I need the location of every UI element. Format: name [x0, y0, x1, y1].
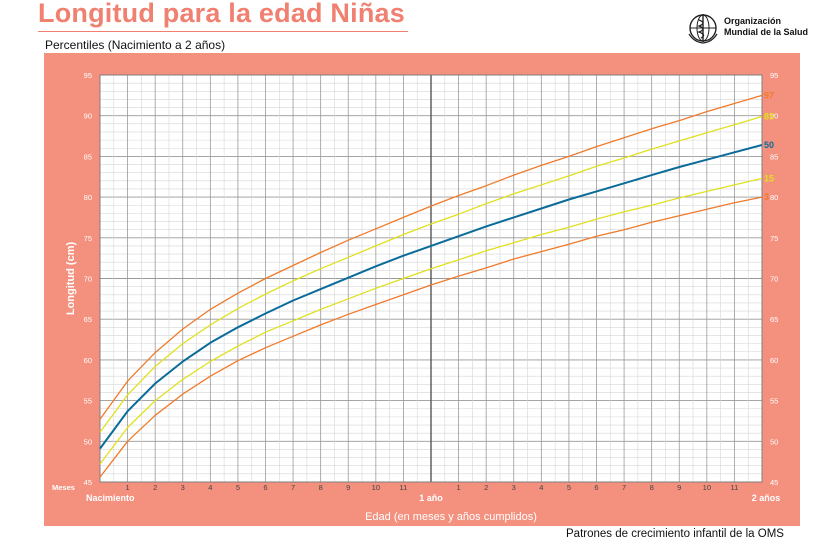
percentile-label-p15: 15	[764, 173, 774, 183]
y-tick-label-left: 45	[84, 478, 92, 487]
x-tick-label: 8	[650, 483, 654, 492]
percentile-line-p50	[99, 144, 763, 450]
x-axis-title: Edad (en meses y años cumplidos)	[365, 511, 537, 523]
percentile-line-p3	[99, 196, 763, 478]
x-tick-label: 5	[236, 483, 240, 492]
percentile-label-p97: 97	[764, 90, 774, 100]
y-axis-title: Longitud (cm)	[65, 242, 77, 316]
y-tick-label-left: 75	[84, 234, 92, 243]
y-tick-label-left: 70	[84, 275, 92, 284]
percentile-label-p3: 3	[764, 192, 769, 202]
x-tick-label: 4	[208, 483, 212, 492]
x-tick-label: 11	[731, 483, 739, 492]
y-tick-label-right: 70	[770, 275, 778, 284]
x-major-label: 2 años	[752, 493, 781, 503]
x-tick-label: 2	[484, 483, 488, 492]
x-tick-label: 7	[291, 483, 295, 492]
y-tick-label-left: 80	[84, 193, 92, 202]
chart-subtitle: Percentiles (Nacimiento a 2 años)	[45, 38, 226, 52]
x-tick-label: 6	[263, 483, 267, 492]
x-major-label: 1 año	[419, 493, 443, 503]
y-tick-label-left: 65	[84, 315, 92, 324]
who-logo-block: Organización Mundial de la Salud	[686, 12, 811, 44]
title-underline	[38, 31, 408, 32]
x-tick-label: 1	[456, 483, 460, 492]
y-tick-label-right: 80	[770, 193, 778, 202]
org-name-line2: Mundial de la Salud	[724, 27, 809, 37]
x-tick-label: 9	[346, 483, 350, 492]
percentile-label-p50: 50	[764, 140, 774, 150]
y-tick-label-left: 60	[84, 356, 92, 365]
y-tick-label-right: 55	[770, 397, 778, 406]
x-tick-label: 10	[703, 483, 711, 492]
percentile-label-p85: 85	[764, 112, 774, 122]
who-emblem-icon	[688, 14, 718, 44]
x-tick-label: 6	[594, 483, 598, 492]
org-name-line1: Organización	[724, 16, 782, 26]
x-tick-label: 3	[181, 483, 185, 492]
y-tick-label-left: 85	[84, 152, 92, 161]
x-tick-label: 8	[319, 483, 323, 492]
x-tick-label: 2	[153, 483, 157, 492]
percentile-line-p15	[99, 177, 763, 465]
plot-border	[99, 74, 763, 483]
y-tick-label-right: 90	[770, 112, 778, 121]
x-tick-label: 7	[622, 483, 626, 492]
y-tick-label-left: 50	[84, 437, 92, 446]
percentile-line-p85	[99, 115, 763, 433]
y-tick-label-right: 50	[770, 437, 778, 446]
y-tick-label-left: 90	[84, 112, 92, 121]
x-months-label: Meses	[52, 483, 75, 492]
x-tick-label: 1	[125, 483, 129, 492]
y-tick-label-right: 95	[770, 71, 778, 80]
x-major-label: Nacimiento	[86, 493, 135, 503]
x-tick-label: 3	[512, 483, 516, 492]
percentile-line-p97	[99, 94, 763, 420]
footer-source: Patrones de crecimiento infantil de la O…	[566, 528, 784, 540]
y-tick-label-right: 75	[770, 234, 778, 243]
chart-title: Longitud para la edad Niñas	[38, 0, 405, 28]
y-tick-label-right: 85	[770, 152, 778, 161]
x-tick-label: 5	[567, 483, 571, 492]
x-tick-label: 10	[372, 483, 380, 492]
y-tick-label-left: 95	[84, 71, 92, 80]
y-tick-label-right: 65	[770, 315, 778, 324]
x-tick-label: 11	[400, 483, 408, 492]
y-tick-label-left: 55	[84, 397, 92, 406]
y-tick-label-right: 60	[770, 356, 778, 365]
y-tick-label-right: 45	[770, 478, 778, 487]
x-tick-label: 9	[677, 483, 681, 492]
x-tick-label: 4	[539, 483, 543, 492]
